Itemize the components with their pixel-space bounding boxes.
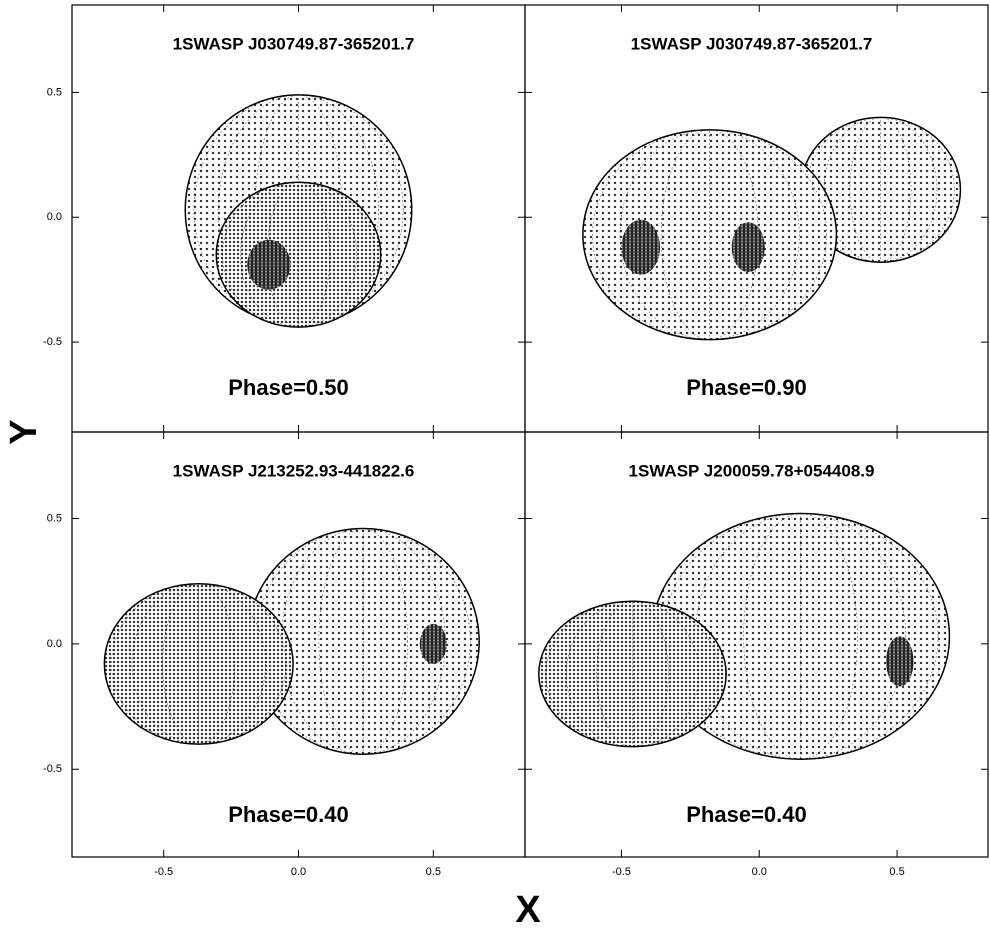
phase-label: Phase=0.40 <box>228 802 348 827</box>
spot <box>419 623 447 664</box>
spot <box>886 636 914 687</box>
meridian <box>596 601 669 747</box>
x-tick-label: 0.5 <box>889 866 904 878</box>
star <box>103 582 294 745</box>
y-tick-label: 0.5 <box>47 86 62 98</box>
spot <box>621 219 661 275</box>
y-tick-label: 0.0 <box>47 211 62 223</box>
y-tick-label: -0.5 <box>43 763 62 775</box>
meridian <box>592 129 827 340</box>
meridian <box>162 583 235 745</box>
x-tick-label: 0.5 <box>426 866 441 878</box>
panel <box>184 94 413 328</box>
x-tick-label: -0.5 <box>154 866 173 878</box>
y-axis-label: Y <box>3 419 45 444</box>
spot <box>731 222 765 273</box>
phase-label: Phase=0.90 <box>686 375 806 400</box>
panel-frame <box>524 431 989 858</box>
spot <box>247 239 291 290</box>
meridian <box>695 513 906 760</box>
x-axis-label: X <box>515 889 541 931</box>
meridian <box>218 94 379 325</box>
x-tick-label: -0.5 <box>612 866 631 878</box>
panel <box>582 116 962 341</box>
panel <box>538 512 951 760</box>
panel <box>103 527 480 755</box>
x-tick-label: 0.0 <box>291 866 306 878</box>
panel-title: 1SWASP J030749.87-365201.7 <box>173 34 415 53</box>
phase-label: Phase=0.40 <box>686 802 806 827</box>
panel-title: 1SWASP J030749.87-365201.7 <box>631 34 873 53</box>
meridian <box>111 583 287 745</box>
y-tick-label: 0.0 <box>47 638 62 650</box>
meridian <box>222 182 375 328</box>
meridian <box>619 129 800 340</box>
meridian <box>131 583 266 745</box>
phase-label: Phase=0.50 <box>228 375 348 400</box>
meridian <box>545 601 720 747</box>
y-tick-label: -0.5 <box>43 336 62 348</box>
x-tick-label: 0.0 <box>752 866 767 878</box>
panel-title: 1SWASP J200059.78+054408.9 <box>629 461 875 480</box>
y-tick-label: 0.5 <box>47 512 62 524</box>
panel-title: 1SWASP J213252.93-441822.6 <box>173 461 415 480</box>
